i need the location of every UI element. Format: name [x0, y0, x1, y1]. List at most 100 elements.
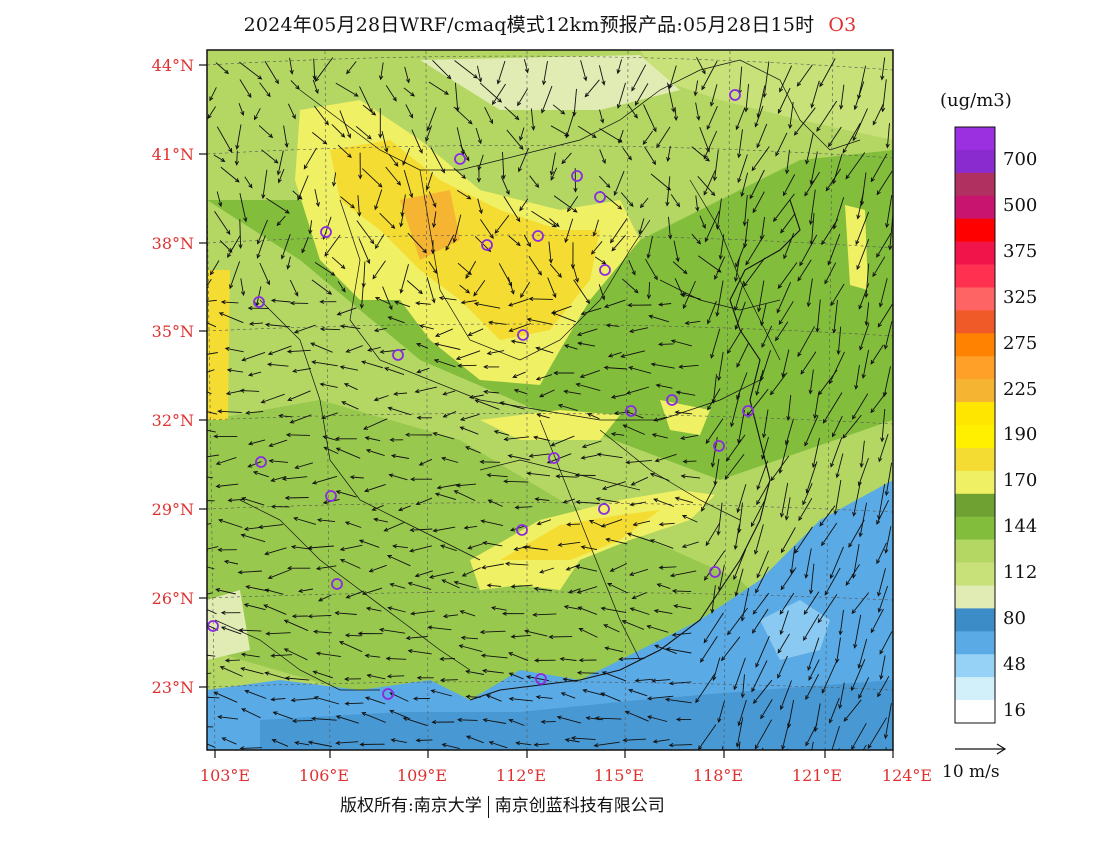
wind-arrow — [717, 700, 725, 724]
wind-arrow — [681, 292, 702, 300]
wind-arrow — [339, 544, 363, 552]
wind-reference-arrow — [955, 743, 1007, 755]
wind-arrow — [675, 717, 692, 722]
wind-arrow — [486, 583, 502, 588]
wind-arrow — [388, 473, 408, 481]
wind-arrow — [459, 426, 479, 435]
wind-arrow — [726, 607, 748, 636]
lon-label-106: 106°E — [298, 766, 350, 785]
wind-arrow — [703, 612, 724, 644]
wind-arrow — [442, 410, 457, 418]
wind-arrow — [568, 588, 581, 594]
wind-arrow — [794, 526, 813, 554]
wind-arrow — [634, 83, 649, 106]
wind-arrow — [207, 609, 217, 615]
wind-arrow — [582, 688, 605, 696]
wind-arrow — [386, 555, 411, 567]
wind-arrow — [695, 102, 701, 121]
wind-arrow — [678, 364, 699, 369]
wind-arrow — [474, 399, 500, 410]
wind-arrow — [287, 103, 296, 120]
wind-arrow — [749, 169, 765, 200]
legend-swatch — [955, 677, 995, 701]
wind-arrow — [508, 718, 525, 726]
wind-arrow — [550, 167, 558, 181]
wind-arrow — [700, 636, 718, 663]
wind-arrow — [586, 413, 600, 420]
wind-arrow — [610, 393, 627, 399]
wind-arrow — [460, 144, 470, 162]
legend-swatch — [955, 310, 995, 334]
wind-arrow — [344, 633, 362, 638]
wind-arrow — [811, 437, 820, 469]
wind-arrow — [534, 497, 550, 502]
wind-arrow — [339, 365, 359, 371]
wind-arrow — [574, 473, 596, 478]
wind-arrow — [842, 122, 861, 154]
wind-arrow — [549, 218, 560, 228]
wind-arrow — [797, 259, 812, 282]
wind-arrow — [779, 482, 789, 518]
wind-reference-label: 10 m/s — [942, 762, 1000, 782]
wind-arrow — [616, 59, 623, 75]
legend-swatch — [955, 493, 995, 517]
wind-arrow — [603, 624, 620, 633]
wind-arrow — [477, 154, 484, 171]
wind-arrow — [513, 545, 531, 551]
wind-arrow — [535, 695, 553, 700]
lat-label-38: 38°N — [151, 234, 194, 253]
wind-arrow — [833, 479, 842, 516]
wind-arrow — [359, 742, 385, 747]
wind-arrow — [770, 455, 790, 482]
wind-arrow — [286, 565, 311, 571]
wind-arrow — [701, 483, 717, 512]
wind-arrow — [402, 147, 411, 166]
wind-arrow — [668, 743, 693, 748]
axis-ticks — [199, 64, 894, 758]
wind-arrow — [631, 592, 647, 600]
wind-arrow — [514, 505, 533, 510]
wind-arrow — [757, 280, 765, 313]
wind-arrow — [830, 283, 845, 307]
wind-arrow — [777, 262, 798, 290]
wind-arrow — [624, 710, 649, 722]
wind-arrow — [832, 299, 838, 334]
wind-arrow — [268, 439, 288, 448]
wind-arrow — [572, 263, 579, 283]
wind-arrow — [736, 484, 747, 514]
wind-arrow — [486, 473, 508, 478]
wind-arrow — [782, 174, 796, 197]
wind-arrow — [872, 103, 884, 126]
wind-arrow — [804, 171, 820, 197]
wind-arrow — [628, 366, 652, 374]
wind-arrow — [756, 550, 769, 579]
wind-arrow — [414, 386, 437, 394]
wind-arrow — [221, 737, 237, 745]
wind-arrow — [853, 614, 862, 649]
legend-swatch — [955, 562, 995, 586]
wind-arrow — [650, 173, 672, 191]
wind-arrow — [598, 175, 611, 189]
city-marker — [253, 296, 265, 308]
wind-arrow — [805, 674, 820, 701]
wind-arrow — [359, 283, 364, 309]
lon-label-118: 118°E — [692, 766, 744, 785]
wind-arrow — [827, 126, 842, 148]
wind-arrow — [566, 522, 581, 527]
legend-swatch — [955, 447, 995, 472]
wind-arrow — [835, 637, 841, 664]
wind-arrow — [716, 351, 724, 382]
wind-arrow — [652, 739, 670, 744]
legend-swatch — [955, 172, 995, 197]
wind-arrow — [411, 129, 423, 154]
wind-arrow — [878, 278, 888, 308]
legend-label: 700 — [1003, 149, 1038, 171]
wind-arrow — [539, 567, 555, 574]
wind-arrow — [667, 82, 676, 113]
wind-arrow — [452, 214, 462, 244]
wind-arrow — [410, 477, 433, 482]
wind-arrow — [803, 614, 820, 641]
wind-arrow — [877, 585, 889, 613]
wind-arrow — [519, 127, 525, 142]
wind-arrow — [237, 570, 262, 575]
